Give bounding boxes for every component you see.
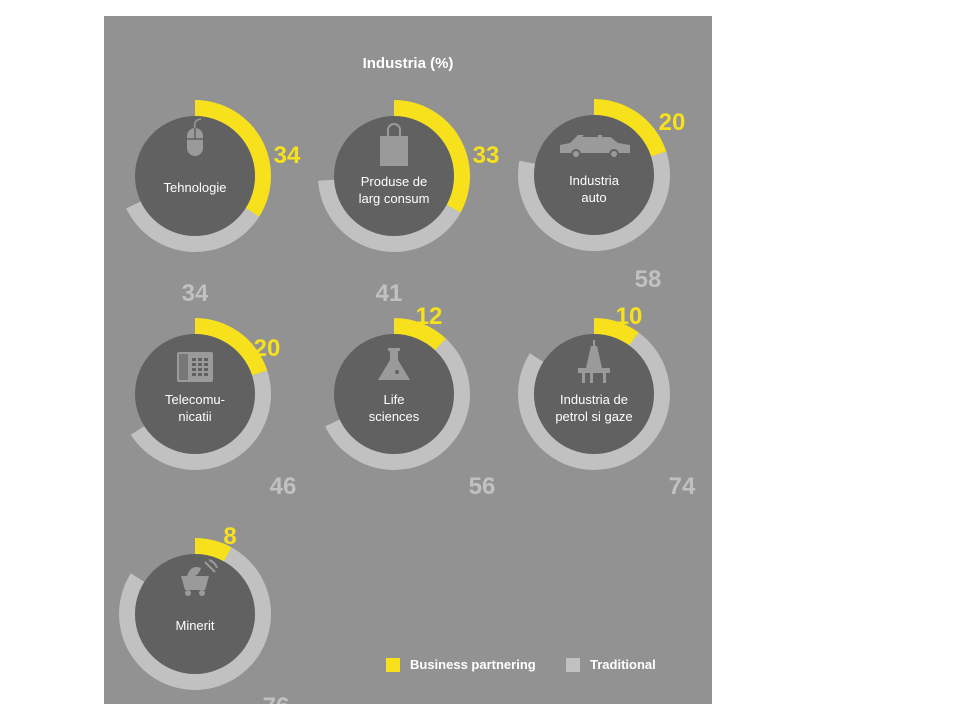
segment-business-partnering	[394, 100, 470, 213]
category-label: Industria	[569, 173, 620, 188]
segment-business-partnering	[195, 538, 232, 562]
value-label-business-partnering: 10	[616, 303, 643, 330]
segment-business-partnering	[394, 318, 447, 351]
legend-traditional: Traditional	[566, 657, 656, 672]
category-label: larg consum	[359, 191, 430, 206]
donut-center	[135, 334, 255, 454]
segment-business-partnering	[195, 318, 268, 376]
value-label-business-partnering: 33	[473, 142, 500, 169]
donut-center	[534, 334, 654, 454]
legend-label-business-partnering: Business partnering	[410, 657, 536, 672]
category-label: sciences	[369, 409, 420, 424]
phone-icon	[177, 352, 213, 382]
value-label-traditional: 41	[376, 280, 403, 307]
segment-traditional	[126, 201, 260, 253]
donut-charts: Tehnologie 34 34 Produse de larg consum 33 41 I…	[119, 99, 696, 704]
segment-traditional	[318, 179, 461, 253]
value-label-business-partnering: 12	[416, 303, 443, 330]
value-label-traditional: 76	[263, 693, 290, 704]
mouse-icon	[187, 118, 203, 156]
donut-2: Produse de larg consum 33 41	[318, 100, 499, 307]
category-label: petrol si gaze	[555, 409, 632, 424]
donut-7: Minerit 8 76	[119, 523, 289, 704]
category-label: Industria de	[560, 392, 628, 407]
value-label-traditional: 58	[635, 266, 662, 293]
value-label-traditional: 34	[182, 280, 209, 307]
donut-center	[135, 554, 255, 674]
value-label-traditional: 74	[669, 473, 696, 500]
segment-traditional	[518, 151, 670, 252]
donut-5: Life sciences 12 56	[325, 303, 495, 500]
shopping-bag-icon	[380, 123, 408, 166]
value-label-traditional: 46	[270, 473, 297, 500]
donut-center	[334, 116, 454, 236]
chart-panel: Industria (%) Tehnologie 34 34 Produse de la…	[104, 16, 712, 704]
donut-6: Industria de petrol si gaze 10 74	[518, 303, 696, 500]
donut-center	[135, 116, 255, 236]
chart-title: Industria (%)	[362, 55, 454, 72]
flask-icon	[378, 348, 410, 380]
oil-rig-icon	[578, 340, 610, 383]
legend-swatch-business-partnering	[386, 657, 400, 672]
value-label-business-partnering: 34	[274, 142, 301, 169]
category-label: Produse de	[361, 174, 428, 189]
segment-business-partnering	[594, 99, 667, 157]
value-label-business-partnering: 20	[659, 109, 686, 136]
donut-center	[334, 334, 454, 454]
category-label: auto	[581, 190, 606, 205]
category-label: Minerit	[175, 618, 214, 633]
car-icon	[560, 131, 630, 159]
segment-traditional	[130, 370, 271, 470]
mining-cart-icon	[181, 559, 218, 596]
category-label: Life	[384, 392, 405, 407]
donut-3: Industria auto 20 58	[518, 99, 685, 293]
value-label-business-partnering: 20	[254, 335, 281, 362]
segment-business-partnering	[594, 318, 639, 346]
segment-traditional	[325, 338, 470, 471]
category-label: nicatii	[178, 409, 211, 424]
value-label-business-partnering: 8	[223, 523, 236, 550]
segment-business-partnering	[195, 100, 271, 217]
legend-swatch-traditional	[566, 657, 580, 672]
donut-1: Tehnologie 34 34	[126, 100, 301, 307]
category-label: Telecomu-	[165, 392, 225, 407]
legend-label-traditional: Traditional	[590, 657, 656, 672]
value-label-traditional: 56	[469, 473, 496, 500]
category-label: Tehnologie	[164, 180, 227, 195]
legend-business-partnering: Business partnering	[386, 657, 536, 672]
donut-4: Telecomu-nicatii 20 46	[130, 318, 297, 500]
